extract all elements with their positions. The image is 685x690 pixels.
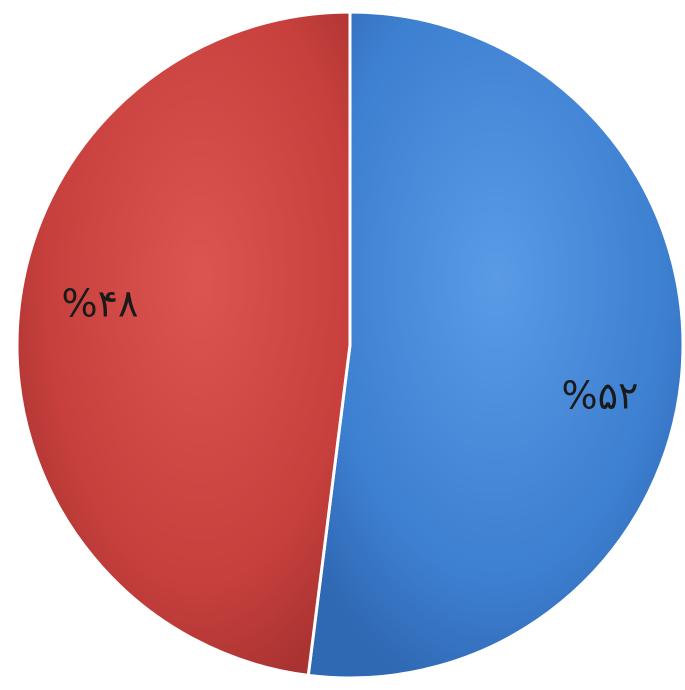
pie-slice-label-1: %۴۸: [62, 282, 139, 326]
pie-slices: [15, 10, 685, 680]
pie-labels: %۵۲ %۴۸: [62, 282, 639, 418]
pie-slice-0: [306, 10, 685, 680]
pie-slice-label-0: %۵۲: [562, 374, 639, 418]
pie-slice-1: [15, 10, 352, 677]
